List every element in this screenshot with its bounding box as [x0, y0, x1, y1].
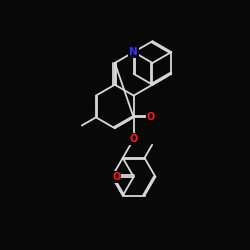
Text: O: O: [147, 112, 155, 122]
Text: N: N: [129, 47, 138, 57]
Text: O: O: [130, 134, 138, 144]
Text: O: O: [112, 172, 120, 182]
